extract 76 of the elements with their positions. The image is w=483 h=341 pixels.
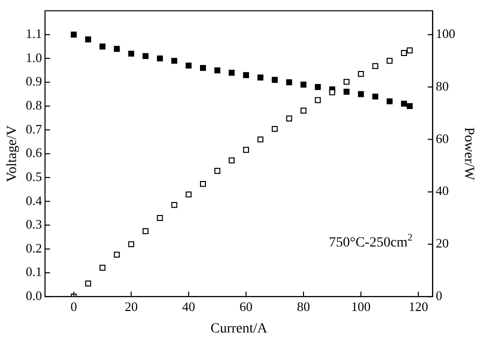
point — [214, 168, 220, 174]
x-tick-label: 80 — [296, 298, 310, 314]
point — [114, 252, 120, 258]
point — [85, 36, 92, 42]
point — [272, 76, 278, 83]
x-tick-label: 40 — [182, 298, 196, 314]
x-tick-label: 0 — [70, 298, 78, 314]
y2-axis-title: Power/W — [460, 127, 476, 181]
x-axis-title: Current/A — [210, 321, 268, 336]
point — [286, 79, 292, 86]
y-axis-title: Voltage/V — [5, 125, 20, 182]
point — [358, 91, 364, 98]
point — [344, 78, 350, 85]
point — [156, 215, 163, 221]
y-tick-label: 0.4 — [26, 192, 43, 208]
point — [386, 58, 393, 64]
point — [142, 53, 149, 60]
y2-tick-label: 40 — [436, 183, 449, 198]
x-tick-label: 20 — [124, 298, 138, 314]
y2-tick-label: 100 — [436, 26, 456, 42]
x-tick-label: 100 — [351, 298, 371, 314]
y-tick-label: 0.8 — [26, 97, 42, 112]
point — [329, 89, 336, 96]
point — [372, 63, 378, 70]
point — [344, 88, 350, 95]
point — [401, 100, 407, 107]
y-tick-label: 0.2 — [26, 240, 42, 256]
point — [186, 191, 192, 198]
y2-tick-label: 0 — [436, 288, 442, 304]
y-tick-label: 0.5 — [26, 168, 42, 184]
point — [257, 74, 264, 80]
point — [358, 70, 364, 77]
y-tick-label: 0.1 — [26, 264, 42, 280]
y-tick-label: 0.7 — [26, 121, 43, 136]
y-tick-label: 0.3 — [26, 216, 42, 232]
x-tick-label: 120 — [408, 298, 428, 314]
point — [200, 180, 206, 187]
point — [228, 157, 235, 164]
point — [386, 98, 393, 104]
y2-tick-label: 60 — [436, 130, 449, 146]
point — [171, 58, 178, 64]
point — [406, 47, 413, 54]
x-tick-label: 60 — [240, 298, 253, 314]
point — [200, 64, 206, 71]
point — [114, 46, 120, 52]
point — [272, 126, 278, 132]
point — [100, 264, 106, 271]
point — [142, 228, 149, 234]
point — [300, 108, 306, 114]
y-tick-label: 1.0 — [26, 50, 42, 65]
point — [156, 55, 163, 62]
point — [186, 62, 192, 69]
point — [85, 280, 92, 286]
point — [243, 146, 250, 153]
point — [128, 241, 134, 248]
point — [300, 82, 306, 88]
y2-tick-label: 20 — [436, 236, 449, 251]
point — [314, 97, 321, 104]
point — [214, 67, 220, 74]
point — [228, 70, 235, 76]
y-tick-label: 1.1 — [26, 26, 42, 42]
point — [401, 50, 407, 56]
y-tick-label: 0.0 — [26, 288, 42, 304]
point — [243, 72, 250, 78]
y-tick-label: 0.9 — [26, 74, 42, 89]
point — [372, 94, 378, 100]
point — [70, 32, 77, 38]
point — [171, 202, 178, 208]
point — [100, 44, 106, 50]
point — [257, 136, 264, 142]
point — [128, 50, 134, 57]
y-tick-label: 0.6 — [26, 145, 43, 160]
point — [286, 115, 292, 122]
point — [406, 103, 413, 110]
point — [314, 84, 321, 90]
y2-tick-label: 80 — [436, 78, 449, 94]
